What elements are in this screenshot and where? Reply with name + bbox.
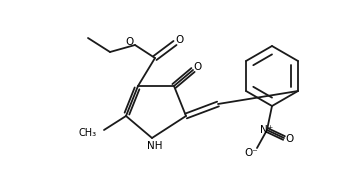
Text: O: O	[285, 134, 293, 144]
Text: O⁻: O⁻	[244, 148, 258, 158]
Text: N⁺: N⁺	[260, 125, 274, 135]
Text: O: O	[176, 35, 184, 45]
Text: O: O	[194, 62, 202, 72]
Text: NH: NH	[147, 141, 163, 151]
Text: CH₃: CH₃	[79, 128, 97, 138]
Text: O: O	[125, 37, 133, 47]
